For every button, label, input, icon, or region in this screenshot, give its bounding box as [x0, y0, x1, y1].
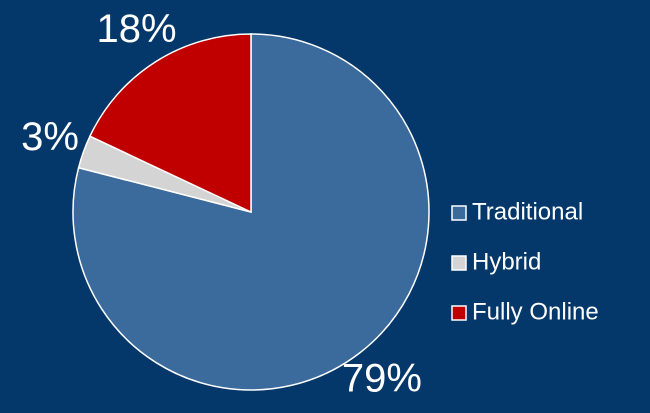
- value-label: 79%: [342, 356, 422, 400]
- legend-marker: [451, 305, 467, 321]
- value-label: 18%: [97, 7, 177, 51]
- legend-marker: [451, 205, 467, 221]
- value-label: 3%: [21, 115, 79, 159]
- legend-label: Hybrid: [472, 248, 541, 275]
- legend-marker: [451, 255, 467, 271]
- pie-slice: [88, 33, 252, 214]
- legend-label: Fully Online: [472, 298, 599, 325]
- legend-label: Traditional: [472, 198, 583, 225]
- pie-slice: [72, 33, 430, 391]
